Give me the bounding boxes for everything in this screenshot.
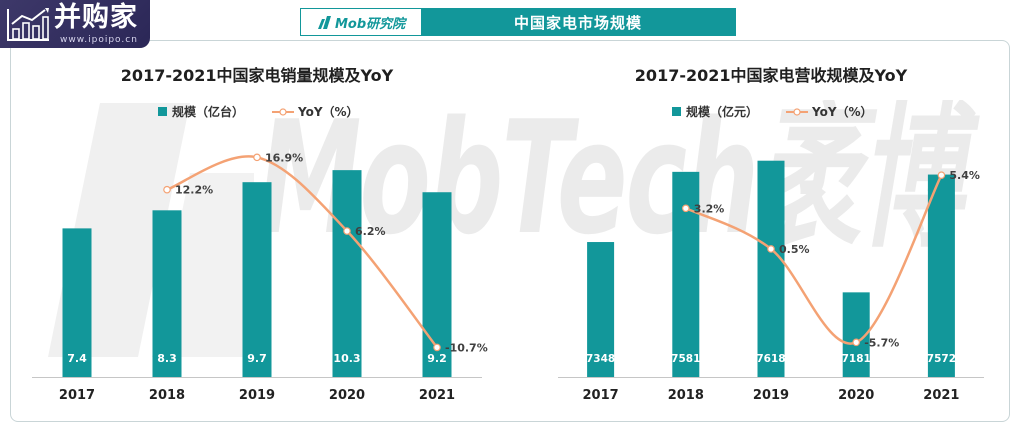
yoy-point-2020 <box>343 227 351 235</box>
watermark-text: MobTech袤博 <box>258 100 963 260</box>
mob-logo-text: Mob研究院 <box>335 16 406 32</box>
x-tick-label-2021: 2021 <box>419 388 455 403</box>
bar-value-label-2018: 8.3 <box>157 352 177 365</box>
yoy-label-2021: -10.7% <box>445 341 488 354</box>
legend-bar-swatch <box>158 107 167 116</box>
chart-title: 2017-2021中国家电销量规模及YoY <box>121 66 394 85</box>
bar-value-label-2017: 7348 <box>586 353 615 365</box>
legend-line-marker <box>279 108 287 116</box>
yoy-label-2018: 12.2% <box>175 184 213 197</box>
bar-value-label-2020: 10.3 <box>333 352 360 365</box>
x-tick-label-2019: 2019 <box>239 388 275 403</box>
x-tick-label-2020: 2020 <box>838 388 874 403</box>
legend-label-bar: 规模（亿台） <box>172 104 244 119</box>
bar-value-label-2020: 7181 <box>842 353 871 365</box>
yoy-line <box>684 173 943 345</box>
yoy-label-2020: -5.7% <box>864 336 899 349</box>
bar-value-label-2021: 9.2 <box>427 352 447 365</box>
bar-2020 <box>332 170 362 377</box>
bar-value-label-2017: 7.4 <box>67 352 87 365</box>
x-tick-label-2019: 2019 <box>753 388 789 403</box>
brand-logo: 并购家 www.ipoipo.cn <box>0 0 150 48</box>
bar-2018 <box>152 210 182 377</box>
yoy-label-2018: 3.2% <box>694 202 725 215</box>
bar-2017 <box>587 242 615 377</box>
section-title: 中国家电市场规模 <box>421 9 735 35</box>
bar-value-label-2018: 7581 <box>671 353 700 365</box>
yoy-point-2021 <box>433 343 441 352</box>
x-tick-label-2020: 2020 <box>329 388 365 403</box>
yoy-point-2019 <box>253 153 261 162</box>
legend-label-line: YoY（%） <box>811 104 873 119</box>
yoy-point-2021 <box>937 171 946 179</box>
x-tick-label-2017: 2017 <box>583 388 619 403</box>
bar-2019 <box>757 160 785 377</box>
legend-bar-swatch <box>672 107 681 116</box>
legend-line-marker <box>793 108 801 116</box>
legend-label-line: YoY（%） <box>297 104 359 119</box>
yoy-point-2018 <box>682 204 690 213</box>
content-frame <box>10 40 1010 422</box>
legend-label-bar: 规模（亿元） <box>686 104 758 119</box>
bar-2019 <box>242 182 272 377</box>
bar-value-label-2019: 9.7 <box>247 352 267 365</box>
yoy-point-2018 <box>163 185 171 194</box>
bar-chart-trend-icon <box>7 8 49 41</box>
brand-url: www.ipoipo.cn <box>60 35 138 45</box>
yoy-line <box>165 155 439 349</box>
yoy-label-2019: 16.9% <box>265 151 303 164</box>
x-tick-label-2021: 2021 <box>923 388 959 403</box>
x-tick-label-2017: 2017 <box>59 388 95 403</box>
chart-title: 2017-2021中国家电营收规模及YoY <box>635 66 908 85</box>
mob-logo-icon <box>318 15 331 29</box>
mob-research-logo: Mob研究院 <box>301 9 421 35</box>
bar-value-label-2021: 7572 <box>927 353 956 365</box>
yoy-point-2020 <box>852 338 861 347</box>
bar-value-label-2019: 7618 <box>756 353 785 365</box>
bar-2017 <box>62 228 92 377</box>
x-tick-label-2018: 2018 <box>149 388 185 403</box>
yoy-label-2019: 0.5% <box>779 243 810 256</box>
sales-volume-chart: 2017-2021中国家电销量规模及YoY 规模（亿台） YoY（%） 7.4 2017… <box>32 66 488 403</box>
section-header: Mob研究院 中国家电市场规模 <box>300 8 736 36</box>
yoy-label-2021: 5.4% <box>949 169 980 182</box>
yoy-label-2020: 6.2% <box>355 225 386 238</box>
x-tick-label-2018: 2018 <box>668 388 704 403</box>
bar-2021 <box>927 174 955 377</box>
watermark: MobTech袤博 <box>258 100 1010 260</box>
brand-name: 并购家 <box>54 2 138 33</box>
revenue-chart: 2017-2021中国家电营收规模及YoY 规模（亿元） YoY（%） 7348 201… <box>558 66 984 403</box>
yoy-point-2019 <box>767 245 775 253</box>
